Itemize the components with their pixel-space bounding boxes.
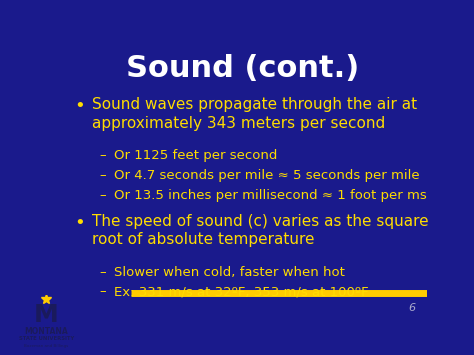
Text: M: M	[34, 302, 59, 327]
Text: Bozeman and Billings: Bozeman and Billings	[24, 344, 68, 348]
Text: –: –	[100, 169, 106, 182]
Text: Sound (cont.): Sound (cont.)	[126, 54, 360, 82]
Text: Sound waves propagate through the air at
approximately 343 meters per second: Sound waves propagate through the air at…	[92, 97, 418, 131]
Text: –: –	[100, 285, 106, 298]
Text: The speed of sound (c) varies as the square
root of absolute temperature: The speed of sound (c) varies as the squ…	[92, 214, 429, 247]
Text: STATE UNIVERSITY: STATE UNIVERSITY	[18, 337, 74, 342]
Text: Slower when cold, faster when hot: Slower when cold, faster when hot	[114, 266, 345, 279]
Text: MONTANA: MONTANA	[24, 327, 68, 336]
Text: Or 1125 feet per second: Or 1125 feet per second	[114, 149, 278, 162]
Text: Ex: 331 m/s at 32ºF, 353 m/s at 100ºF: Ex: 331 m/s at 32ºF, 353 m/s at 100ºF	[114, 285, 369, 298]
Text: Or 4.7 seconds per mile ≈ 5 seconds per mile: Or 4.7 seconds per mile ≈ 5 seconds per …	[114, 169, 420, 182]
Text: –: –	[100, 189, 106, 202]
Text: 6: 6	[409, 303, 416, 313]
Text: –: –	[100, 149, 106, 162]
Text: •: •	[74, 97, 85, 115]
Text: –: –	[100, 266, 106, 279]
Text: Or 13.5 inches per millisecond ≈ 1 foot per ms: Or 13.5 inches per millisecond ≈ 1 foot …	[114, 189, 427, 202]
Text: •: •	[74, 214, 85, 232]
